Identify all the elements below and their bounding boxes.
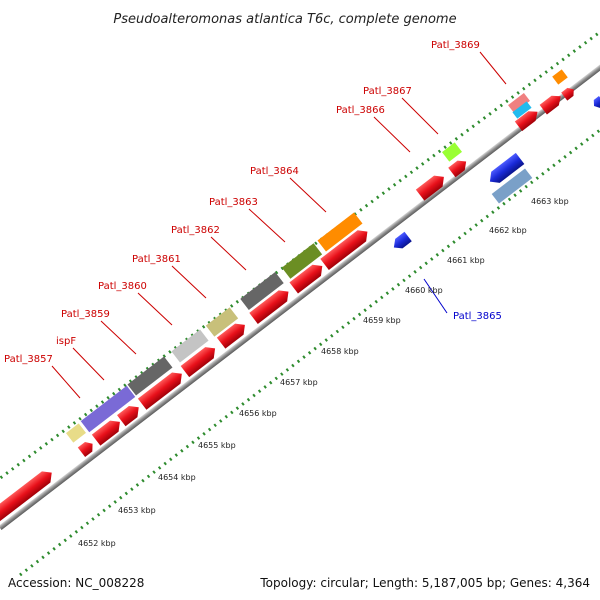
forward-cds-segment[interactable] (180, 343, 220, 378)
forward-cds-segment[interactable] (0, 467, 56, 527)
gene-label-patl-3865[interactable]: Patl_3865 (453, 311, 502, 322)
gene-feature-patl-3860[interactable] (171, 329, 209, 363)
label-leader-line (373, 116, 411, 153)
gene-label-patl-3866[interactable]: Patl_3866 (336, 105, 385, 116)
gene-label-patl-3862[interactable]: Patl_3862 (171, 225, 220, 236)
gene-feature-patl-3869-part[interactable] (512, 101, 532, 119)
kbp-label: 4659 kbp (363, 316, 401, 325)
gene-feature-patl-3857[interactable] (66, 423, 86, 443)
gene-feature-ispf[interactable] (80, 385, 136, 433)
forward-cds-segment[interactable] (77, 439, 96, 458)
label-leader-line (51, 365, 81, 399)
forward-cds-segment[interactable] (216, 319, 249, 349)
gene-feature-patl-3861[interactable] (205, 307, 239, 337)
kbp-label: 4658 kbp (321, 347, 359, 356)
gene-label-ispf[interactable]: ispF (56, 336, 76, 347)
gene-feature-patl-3867[interactable] (442, 142, 462, 162)
label-leader-line (72, 347, 105, 381)
reverse-cds-segment[interactable] (591, 95, 600, 110)
label-leader-line (100, 320, 137, 355)
genome-summary-text: Topology: circular; Length: 5,187,005 bp… (259, 576, 590, 590)
forward-cds-segment[interactable] (117, 402, 143, 427)
gene-feature-patl-3869[interactable] (508, 92, 530, 114)
kbp-label: 4663 kbp (531, 197, 569, 206)
forward-cds-segment[interactable] (561, 85, 577, 101)
kbp-scale-labels: 4652 kbp 4653 kbp 4654 kbp 4655 kbp 4656… (78, 197, 569, 548)
label-leader-line (401, 97, 439, 135)
gene-feature-patl-3859[interactable] (127, 356, 173, 396)
kbp-label: 4661 kbp (447, 256, 485, 265)
gene-feature-patl-3862[interactable] (240, 272, 284, 310)
gene-label-patl-3861[interactable]: Patl_3861 (132, 254, 181, 265)
map-title: Pseudoalteromonas atlantica T6c, complet… (113, 12, 456, 27)
label-leader-line (479, 51, 507, 85)
inner-dotted-ring (19, 128, 600, 577)
forward-cds-segment[interactable] (137, 368, 186, 410)
kbp-label: 4657 kbp (280, 378, 318, 387)
gene-features (0, 69, 600, 527)
kbp-label: 4662 kbp (489, 226, 527, 235)
forward-cds-segment[interactable] (320, 226, 371, 270)
gene-label-patl-3859[interactable]: Patl_3859 (61, 309, 110, 320)
forward-cds-segment[interactable] (415, 171, 448, 201)
gene-label-patl-3857[interactable]: Patl_3857 (4, 354, 53, 365)
forward-cds-segment[interactable] (514, 107, 541, 132)
kbp-label: 4652 kbp (78, 539, 116, 548)
gene-feature-orange-marker[interactable] (552, 69, 568, 85)
gene-feature-patl-3863[interactable] (281, 243, 323, 279)
kbp-label: 4654 kbp (158, 473, 196, 482)
reverse-cds-segment[interactable] (486, 152, 525, 187)
label-leader-line (171, 265, 207, 299)
forward-cds-segment[interactable] (91, 416, 124, 446)
kbp-label: 4656 kbp (239, 409, 277, 418)
label-leader-line (423, 278, 448, 314)
kbp-label: 4653 kbp (118, 506, 156, 515)
kbp-label: 4660 kbp (405, 286, 443, 295)
label-leader-line (137, 292, 173, 326)
gene-label-patl-3867[interactable]: Patl_3867 (363, 86, 412, 97)
reverse-cds-segment[interactable] (491, 168, 533, 204)
gene-label-patl-3863[interactable]: Patl_3863 (209, 197, 258, 208)
forward-cds-segment[interactable] (289, 260, 326, 294)
forward-cds-segment[interactable] (539, 92, 565, 115)
forward-cds-segment[interactable] (249, 286, 292, 324)
label-leaders (51, 51, 507, 399)
gene-label-patl-3864[interactable]: Patl_3864 (250, 166, 299, 177)
label-leader-line (289, 177, 327, 213)
label-leader-line (210, 236, 247, 271)
label-leader-line (248, 208, 286, 243)
accession-text: Accession: NC_008228 (8, 576, 144, 590)
gene-label-patl-3869[interactable]: Patl_3869 (431, 40, 480, 51)
kbp-label: 4655 kbp (198, 441, 236, 450)
forward-cds-segment[interactable] (448, 157, 470, 178)
genome-backbone (0, 63, 600, 530)
gene-feature-patl-3864[interactable] (317, 212, 363, 252)
gene-labels: Patl_3857 ispF Patl_3859 Patl_3860 Patl_… (4, 40, 502, 365)
gene-label-patl-3860[interactable]: Patl_3860 (98, 281, 147, 292)
gene-feature-patl-3865[interactable] (390, 231, 412, 252)
